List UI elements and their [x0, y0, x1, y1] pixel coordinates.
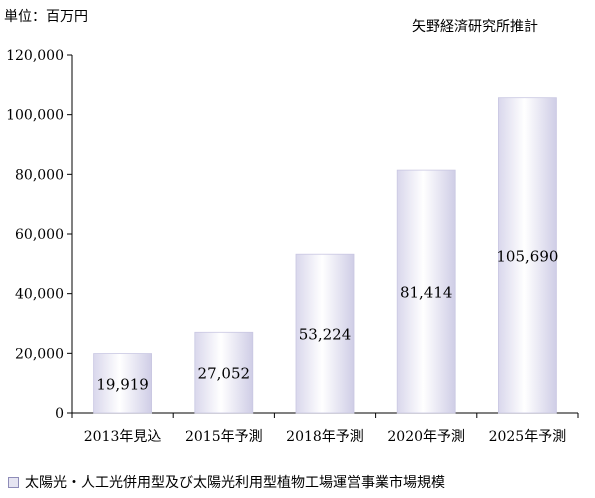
data-labels: 19,919 27,052 53,224 81,414 105,690	[96, 247, 558, 393]
data-label: 19,919	[96, 375, 149, 393]
x-tick-label: 2013年見込	[84, 429, 162, 445]
x-tick-label: 2018年予測	[286, 429, 364, 445]
data-label: 105,690	[496, 247, 558, 265]
legend-label: 太陽光・人工光併用型及び太陽光利用型植物工場運営事業市場規模	[25, 475, 445, 491]
y-tick-label: 0	[55, 406, 64, 422]
bar	[93, 353, 152, 414]
data-label: 53,224	[299, 326, 352, 344]
x-tick-label: 2015年予測	[185, 429, 263, 445]
x-axis: 2013年見込 2015年予測 2018年予測 2020年予測 2025年予測	[71, 412, 579, 445]
data-label: 27,052	[198, 365, 251, 383]
bar	[295, 253, 355, 414]
legend: 太陽光・人工光併用型及び太陽光利用型植物工場運営事業市場規模	[8, 472, 445, 492]
data-label: 81,414	[400, 284, 453, 302]
bar	[194, 331, 254, 414]
y-axis: 0 20,000 40,000 60,000 80,000 100,000 120,000	[6, 48, 73, 422]
y-tick-label: 40,000	[15, 287, 64, 303]
y-tick-label: 100,000	[6, 108, 64, 124]
unit-label: 単位：百万円	[4, 9, 88, 25]
y-tick-label: 80,000	[15, 167, 64, 183]
y-tick-label: 120,000	[6, 48, 64, 64]
bar	[396, 169, 456, 414]
legend-swatch	[8, 476, 19, 488]
bar	[497, 97, 557, 414]
y-tick-label: 60,000	[15, 227, 64, 243]
x-tick-label: 2020年予測	[387, 429, 465, 445]
source-label: 矢野経済研究所推計	[412, 19, 538, 35]
y-tick-label: 20,000	[15, 346, 64, 362]
bars	[93, 97, 557, 414]
x-tick-label: 2025年予測	[489, 429, 567, 445]
